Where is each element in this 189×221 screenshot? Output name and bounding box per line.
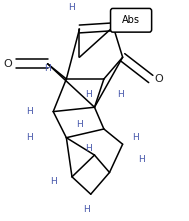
Text: H: H: [85, 90, 92, 99]
Text: H: H: [84, 205, 90, 214]
Text: O: O: [155, 74, 163, 84]
FancyBboxPatch shape: [111, 8, 152, 32]
Text: H: H: [76, 120, 83, 129]
Text: H: H: [26, 107, 33, 116]
Text: O: O: [3, 59, 12, 69]
Text: H: H: [45, 64, 51, 73]
Text: H: H: [26, 133, 33, 142]
Text: H: H: [50, 177, 57, 186]
Text: H: H: [117, 90, 124, 99]
Text: H: H: [138, 155, 144, 164]
Text: H: H: [132, 133, 139, 142]
Text: H: H: [85, 144, 92, 153]
Text: Abs: Abs: [122, 15, 140, 25]
Text: H: H: [69, 3, 75, 11]
